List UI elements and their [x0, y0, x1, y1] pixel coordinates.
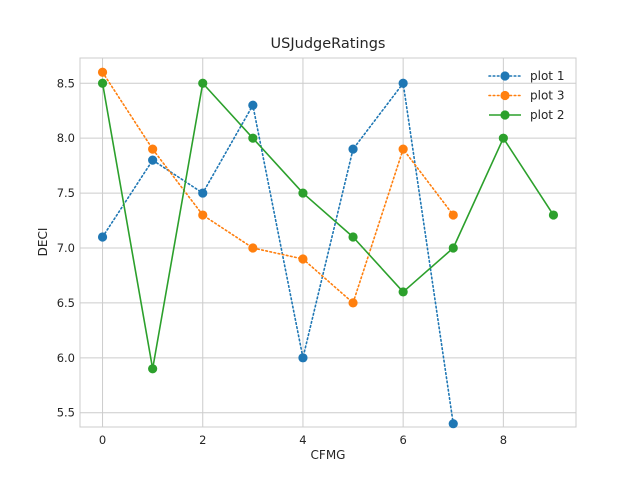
data-point: [398, 144, 408, 154]
y-tick-label: 5.5: [57, 406, 75, 420]
x-tick-label: 6: [399, 433, 406, 447]
y-tick-label: 8.0: [57, 131, 75, 145]
data-point: [248, 100, 258, 110]
series-plot-2: [97, 78, 559, 374]
legend-label: plot 3: [530, 89, 564, 103]
data-point: [148, 155, 158, 165]
data-point: [97, 67, 108, 77]
legend-item: plot 2: [489, 108, 564, 122]
data-point: [298, 188, 308, 198]
x-axis-label: CFMG: [311, 448, 346, 462]
data-point: [248, 243, 258, 253]
legend: plot 1 plot 3 plot 2: [488, 69, 564, 122]
x-tick-label: 0: [99, 433, 106, 447]
data-point: [448, 419, 458, 429]
data-point: [348, 232, 358, 242]
legend-marker: [500, 110, 510, 120]
data-point: [198, 78, 208, 88]
data-point: [348, 298, 358, 308]
data-point: [298, 353, 308, 363]
data-point: [548, 210, 559, 220]
chart-title: USJudgeRatings: [271, 36, 386, 52]
data-point: [97, 78, 108, 88]
y-tick-label: 6.0: [57, 351, 75, 365]
legend-marker: [500, 71, 510, 81]
x-tick-label: 8: [500, 433, 507, 447]
data-point: [198, 188, 208, 198]
data-point: [448, 243, 458, 253]
legend-item: plot 1: [488, 69, 564, 83]
data-point: [498, 133, 508, 143]
tick-labels: 0 2 4 6 8 5.5 6.0 6.5 7.0 7.5 8.0 8.5: [57, 76, 507, 447]
y-tick-label: 7.0: [57, 241, 75, 255]
data-point: [448, 210, 458, 220]
legend-label: plot 1: [530, 69, 564, 83]
series-line: [101, 82, 455, 425]
data-point: [148, 364, 158, 374]
legend-marker: [500, 90, 510, 101]
x-tick-label: 4: [299, 433, 306, 447]
plot-area-frame: [79, 57, 577, 428]
series-layer: [97, 67, 559, 429]
data-point: [198, 210, 208, 220]
series-plot-1: [97, 78, 458, 429]
y-tick-label: 7.5: [57, 186, 75, 200]
x-tick-label: 2: [199, 433, 206, 447]
data-point: [148, 144, 158, 154]
data-point: [97, 232, 108, 242]
legend-item: plot 3: [488, 89, 564, 103]
y-tick-label: 8.5: [57, 76, 75, 90]
y-tick-label: 6.5: [57, 296, 75, 310]
grid-lines: [80, 58, 576, 427]
data-point: [398, 78, 408, 88]
data-point: [398, 287, 408, 297]
series-line: [101, 71, 455, 304]
series-plot-3: [97, 67, 458, 308]
y-axis-label: DECI: [36, 228, 50, 257]
data-point: [248, 133, 258, 143]
data-point: [348, 144, 358, 154]
legend-label: plot 2: [530, 108, 564, 122]
data-point: [298, 254, 308, 264]
series-line: [101, 82, 555, 370]
